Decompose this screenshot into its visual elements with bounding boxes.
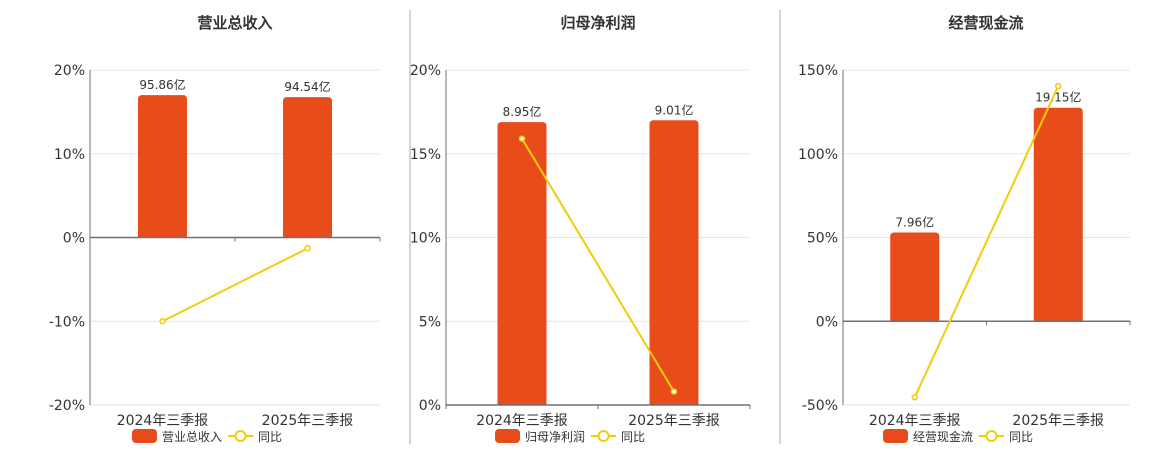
y-tick-label: 100% (798, 147, 838, 163)
legend-bar-swatch (132, 429, 157, 443)
y-tick-label: -20% (49, 398, 85, 414)
y-tick-label: 10% (54, 147, 85, 163)
x-category-label: 2024年三季报 (869, 413, 961, 429)
line-point (159, 318, 166, 325)
bar (649, 120, 699, 405)
bar (1033, 107, 1083, 322)
bar (497, 122, 547, 405)
bar-data-label: 19.15亿 (1035, 90, 1081, 105)
y-tick-label: 20% (410, 63, 441, 79)
x-category-label: 2024年三季报 (117, 413, 209, 429)
chart-title: 归母净利润 (560, 14, 635, 32)
y-tick-label: 0% (419, 398, 441, 414)
y-tick-label: -10% (49, 314, 85, 330)
y-tick-label: -50% (802, 398, 838, 414)
bar-data-label: 8.95亿 (503, 104, 542, 119)
line-point (518, 135, 526, 142)
y-tick-label: 0% (63, 231, 85, 247)
y-tick-label: 0% (816, 314, 838, 330)
bar-data-label: 9.01亿 (655, 102, 694, 117)
legend-line-marker (234, 430, 247, 442)
legend-line-label: 同比 (1009, 430, 1033, 444)
line-point (304, 245, 311, 252)
legend-line-label: 同比 (621, 430, 645, 444)
legend-bar-swatch (883, 429, 908, 443)
legend-line-marker (985, 430, 998, 442)
bar-data-label: 94.54亿 (284, 79, 330, 94)
line-point (670, 388, 678, 395)
line-point (1055, 82, 1062, 90)
x-category-label: 2025年三季报 (628, 413, 720, 429)
legend-bar-label: 归母净利润 (525, 430, 585, 444)
line-series (521, 138, 675, 393)
legend-bar-swatch (495, 429, 520, 443)
bar (283, 97, 332, 238)
y-tick-label: 5% (419, 314, 441, 330)
legend-line-label: 同比 (258, 430, 282, 444)
x-category-label: 2024年三季报 (476, 413, 568, 429)
bar-data-label: 95.86亿 (139, 77, 185, 92)
line-series (162, 247, 308, 323)
legend-bar-label: 营业总收入 (162, 430, 222, 444)
y-tick-label: 10% (410, 231, 441, 247)
legend-bar-label: 经营现金流 (913, 429, 973, 444)
line-point (911, 394, 918, 401)
bar (138, 95, 187, 238)
legend-line-marker (597, 430, 610, 442)
line-series (913, 85, 1060, 398)
chart-title: 营业总收入 (197, 14, 272, 32)
y-tick-label: 150% (798, 63, 838, 79)
bar (890, 232, 940, 322)
y-tick-label: 20% (54, 63, 85, 79)
chart-title: 经营现金流 (948, 14, 1023, 32)
x-category-label: 2025年三季报 (262, 413, 354, 429)
bar-data-label: 7.96亿 (895, 214, 934, 229)
y-tick-label: 50% (807, 231, 838, 247)
x-category-label: 2025年三季报 (1012, 413, 1104, 429)
y-tick-label: 15% (410, 147, 441, 163)
